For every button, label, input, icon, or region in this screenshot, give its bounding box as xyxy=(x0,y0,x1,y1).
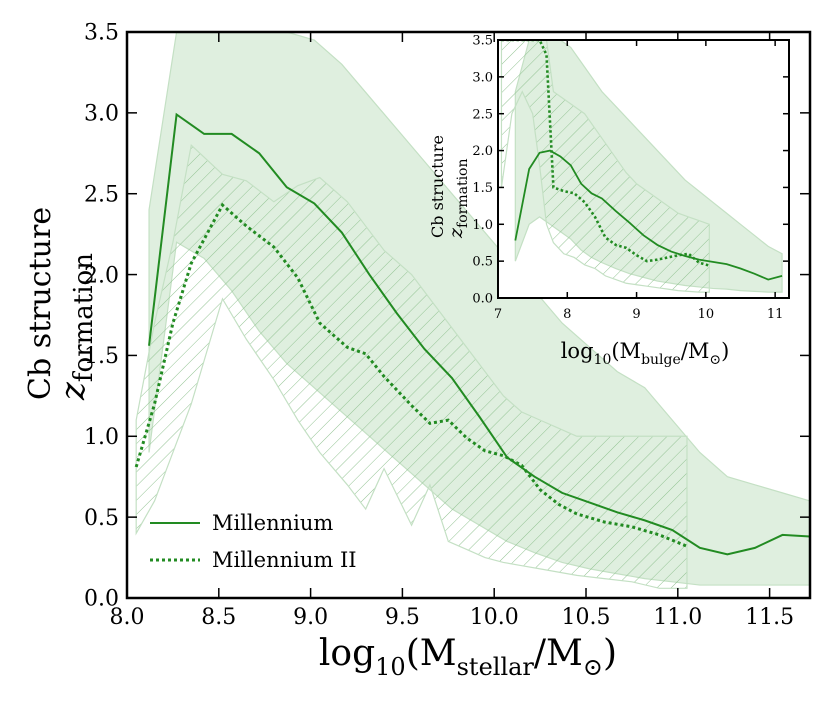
inset-plot: 7 8 9 10 110.00.51.01.52.02.53.03.5 log10(Mb… xyxy=(428,34,790,368)
main-plot: 8.0 8.5 9.0 9.5 10.0 10.5 11.0 11.5 0.0 0.5 1.0 1.5… xyxy=(23,21,812,681)
main-y-axis-title: Cb structure zformation xyxy=(23,207,99,401)
legend: Millennium Millennium II xyxy=(150,511,357,572)
inset-x-log: log xyxy=(561,339,594,363)
main-xtick-label: 9.0 xyxy=(293,605,328,630)
inset-band-millennium-ii xyxy=(500,40,710,293)
x-title-sun: ⊙ xyxy=(583,653,603,681)
inset-axis-ticks: 7 8 9 10 11 0.0 0.5 1.0 1.5 2.0 2.5 3.0 3.5 xyxy=(472,34,789,322)
main-y-title-line1: Cb structure xyxy=(23,207,58,400)
x-title-stellar: stellar xyxy=(457,653,535,681)
inset-ytick-label: 3.5 xyxy=(472,34,493,49)
y-title-formation: formation xyxy=(69,253,99,382)
inset-ytick-label: 2.0 xyxy=(472,144,493,159)
inset-x-bulge: bulge xyxy=(641,352,681,368)
inset-ytick-label: 0.5 xyxy=(472,255,493,270)
inset-ytick-label: 2.5 xyxy=(472,107,493,122)
main-ytick-label: 2.0 xyxy=(84,263,119,288)
main-ytick-label: 2.5 xyxy=(84,182,119,207)
inset-xtick-label: 10 xyxy=(698,307,715,322)
main-xtick-label: 8.0 xyxy=(110,605,145,630)
main-ytick-label: 3.0 xyxy=(84,102,119,127)
main-xtick-label: 8.5 xyxy=(201,605,236,630)
main-line-millennium-ii xyxy=(134,202,688,548)
inset-ytick-label: 1.0 xyxy=(472,218,493,233)
main-xtick-label: 10.5 xyxy=(562,605,611,630)
main-series-lines xyxy=(134,112,810,556)
legend-label-millennium: Millennium xyxy=(212,511,333,535)
inset-xtick-label: 7 xyxy=(494,307,502,322)
inset-x-axis-title: log10(Mbulge/M⊙) xyxy=(561,339,730,368)
x-title-open: (M xyxy=(406,633,457,674)
inset-confidence-bands xyxy=(500,40,783,293)
inset-x-sun: ⊙ xyxy=(709,352,721,368)
main-confidence-bands xyxy=(135,32,810,589)
main-xtick-label: 11.0 xyxy=(653,605,702,630)
inset-y-formation: formation xyxy=(455,159,471,228)
inset-y-z: z xyxy=(445,227,467,239)
inset-ytick-label: 0.0 xyxy=(472,292,493,307)
main-xtick-label: 10.0 xyxy=(470,605,519,630)
inset-x-sub10: 10 xyxy=(594,352,612,368)
inset-x-close: ) xyxy=(721,339,729,363)
main-ytick-label: 0.0 xyxy=(84,587,119,612)
x-title-slash: /M xyxy=(534,633,583,674)
main-axis-ticks: 8.0 8.5 9.0 9.5 10.0 10.5 11.0 11.5 0.0 0.5 1.0 1.5… xyxy=(84,21,810,630)
inset-y-title-line2: zformation xyxy=(445,159,471,240)
inset-plot-frame xyxy=(497,39,790,299)
main-ytick-label: 3.5 xyxy=(84,21,119,46)
x-title-close: ) xyxy=(603,633,617,674)
main-ytick-label: 1.0 xyxy=(84,425,119,450)
main-xtick-label: 11.5 xyxy=(745,605,794,630)
inset-line-millennium xyxy=(514,149,783,281)
x-title-log: log xyxy=(319,633,375,674)
inset-x-open: (M xyxy=(611,339,641,363)
main-y-title-line2: zformation xyxy=(53,253,99,401)
legend-label-millennium-ii: Millennium II xyxy=(212,548,357,572)
inset-line-millennium-ii xyxy=(501,40,710,267)
inset-series-lines xyxy=(501,40,783,281)
main-x-axis-title: log10(Mstellar/M⊙) xyxy=(319,633,617,681)
inset-xtick-label: 9 xyxy=(632,307,640,322)
main-ytick-label: 0.5 xyxy=(84,506,119,531)
inset-xtick-label: 11 xyxy=(767,307,784,322)
main-band-millennium-ii xyxy=(135,144,688,589)
inset-y-axis-title: Cb structure zformation xyxy=(428,135,471,239)
inset-ytick-label: 3.0 xyxy=(472,70,493,85)
main-plot-frame xyxy=(125,30,812,600)
main-line-millennium xyxy=(148,112,810,556)
x-title-sub10: 10 xyxy=(375,653,406,681)
y-title-z: z xyxy=(53,381,93,401)
main-ytick-label: 1.5 xyxy=(84,344,119,369)
inset-ytick-label: 1.5 xyxy=(472,181,493,196)
inset-xtick-label: 8 xyxy=(563,307,571,322)
inset-y-title-line1: Cb structure xyxy=(428,135,447,238)
inset-x-slash: /M xyxy=(681,339,710,363)
main-xtick-label: 9.5 xyxy=(385,605,420,630)
